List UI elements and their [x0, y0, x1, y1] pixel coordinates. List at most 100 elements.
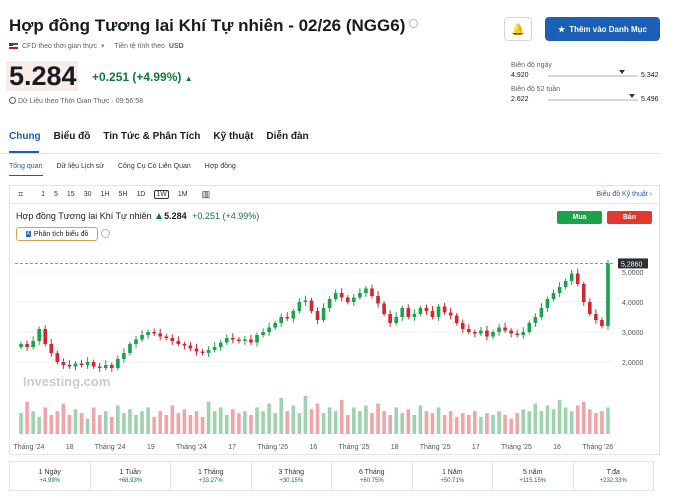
- timeframe-1w[interactable]: 1W: [154, 189, 169, 199]
- performance-cell[interactable]: 6 Tháng +60.75%: [332, 462, 413, 490]
- volume-bar: [527, 411, 532, 434]
- sell-button[interactable]: Bán: [607, 211, 652, 224]
- volume-bar: [575, 405, 580, 434]
- candle-body: [31, 341, 35, 347]
- candle-body: [116, 359, 120, 368]
- candle-body: [569, 273, 574, 281]
- price-chart[interactable]: 5,0000 4,0000 3,0000 2,0000 Investing.com 5,2…: [9, 246, 660, 455]
- volume-bar: [164, 415, 169, 434]
- performance-cell[interactable]: 1 Ngày +4.99%: [10, 462, 91, 490]
- candle-body: [315, 311, 320, 320]
- performance-cell[interactable]: 3 Tháng +30.15%: [252, 462, 332, 490]
- subtab-contracts[interactable]: Hợp đồng: [204, 163, 236, 170]
- candle-body: [55, 353, 60, 362]
- chart-instrument-name: Hợp đồng Tương lai Khí Tự nhiên: [16, 211, 152, 221]
- candle-body: [321, 308, 326, 320]
- clock-icon: [9, 97, 16, 104]
- volume-bar: [345, 415, 350, 434]
- technical-chart-link[interactable]: Biểu đồ Kỹ thuật ›: [596, 190, 652, 198]
- timeframe-5[interactable]: 5: [53, 190, 58, 198]
- performance-cell[interactable]: 1 Tháng +33.27%: [171, 462, 252, 490]
- up-arrow-icon: ▲: [184, 74, 193, 83]
- candle-body: [261, 332, 265, 335]
- performance-cell[interactable]: 1 Năm +50.71%: [413, 462, 493, 490]
- volume-bar: [79, 413, 84, 434]
- performance-value: +68.93%: [118, 477, 143, 484]
- volume-bar: [25, 401, 29, 434]
- performance-label: 1 Ngày: [38, 468, 61, 476]
- x-tick-label: Tháng '24: [95, 444, 126, 451]
- page-title: Hợp đồng Tương lai Khí Tự nhiên - 02/26 …: [9, 16, 419, 36]
- volume-bar: [249, 415, 253, 434]
- chevron-down-icon[interactable]: ▾: [101, 43, 105, 50]
- volume-bar: [509, 418, 513, 434]
- timeframe-1h[interactable]: 1H: [100, 190, 110, 198]
- volume-bar: [358, 411, 362, 434]
- volume-bar: [321, 413, 326, 434]
- candle-body: [533, 317, 538, 323]
- add-to-watchlist-button[interactable]: ★ Thêm vào Danh Mục: [545, 17, 660, 41]
- tab-news[interactable]: Tin Tức & Phân Tích: [103, 131, 201, 142]
- volume-bar: [109, 416, 114, 434]
- timeframe-1m[interactable]: 1M: [177, 190, 188, 198]
- tab-technical[interactable]: Kỹ thuật: [213, 131, 254, 142]
- timeframe-1[interactable]: 1: [41, 190, 45, 198]
- performance-cell[interactable]: T.đa +232.33%: [574, 462, 654, 490]
- candle-body: [19, 344, 23, 347]
- volume-bar: [448, 411, 453, 434]
- day-range-high: 5.342: [641, 72, 659, 79]
- week52-range-high: 5.496: [641, 96, 659, 103]
- chart-change: +0.251 (+4.99%): [192, 211, 260, 221]
- buy-button[interactable]: Mua: [557, 211, 602, 224]
- timeframe-5h[interactable]: 5H: [118, 190, 128, 198]
- candle-body: [588, 302, 592, 314]
- performance-cell[interactable]: 1 Tuần +68.93%: [91, 462, 171, 490]
- candle-body: [152, 332, 156, 334]
- last-price: 5.284: [9, 61, 77, 91]
- timeframe-1d[interactable]: 1D: [136, 190, 146, 198]
- timeframe-30[interactable]: 30: [83, 190, 92, 198]
- candle-body: [333, 293, 338, 299]
- info-icon[interactable]: [101, 229, 110, 238]
- candle-body: [436, 306, 441, 317]
- tab-forum[interactable]: Diễn đàn: [266, 131, 309, 142]
- tab-chart[interactable]: Biểu đồ: [53, 131, 91, 142]
- subtab-active-indicator: [9, 175, 43, 176]
- subtab-historical-data[interactable]: Dữ liệu Lịch sử: [56, 163, 104, 170]
- volume-bar: [388, 415, 392, 434]
- volume-bar: [267, 403, 271, 434]
- volume-bar: [479, 416, 483, 434]
- subtab-overview[interactable]: Tổng quan: [9, 163, 43, 170]
- currency-label: Tiền tệ tính theo: [114, 42, 165, 50]
- performance-value: +33.27%: [198, 477, 223, 484]
- volume-bar: [237, 413, 241, 434]
- draw-tool-icon[interactable]: ⌗: [18, 188, 24, 199]
- day-range-label: Biên độ ngày: [511, 62, 552, 69]
- candle-type-icon[interactable]: ▥: [201, 188, 211, 199]
- volume-bar: [400, 413, 405, 434]
- info-icon[interactable]: [409, 19, 419, 28]
- candle-body: [37, 329, 41, 341]
- volume-bar: [170, 405, 175, 434]
- volume-bar: [515, 413, 520, 434]
- volume-bar: [370, 413, 374, 434]
- candle-body: [243, 339, 247, 341]
- subtab-related-instruments[interactable]: Công Cụ Có Liên Quan: [117, 163, 191, 170]
- volume-bar: [146, 407, 150, 434]
- candle-body: [527, 323, 532, 332]
- volume-bar: [600, 411, 604, 434]
- chart-analysis-button[interactable]: A Phân tích biểu đồ: [16, 227, 98, 241]
- volume-bar: [394, 407, 399, 434]
- tab-general[interactable]: Chung: [9, 131, 41, 142]
- alert-button[interactable]: 🔔: [504, 17, 532, 41]
- performance-cell[interactable]: 5 năm +115.15%: [493, 462, 574, 490]
- candle-body: [491, 332, 495, 337]
- candle-body: [267, 327, 271, 332]
- day-range-marker: [618, 70, 625, 74]
- performance-value: +30.15%: [279, 477, 304, 484]
- week52-range-marker: [628, 94, 635, 98]
- volume-bar: [273, 413, 277, 434]
- current-price-tag: [618, 258, 648, 269]
- timeframe-15[interactable]: 15: [66, 190, 75, 198]
- candle-body: [146, 332, 150, 335]
